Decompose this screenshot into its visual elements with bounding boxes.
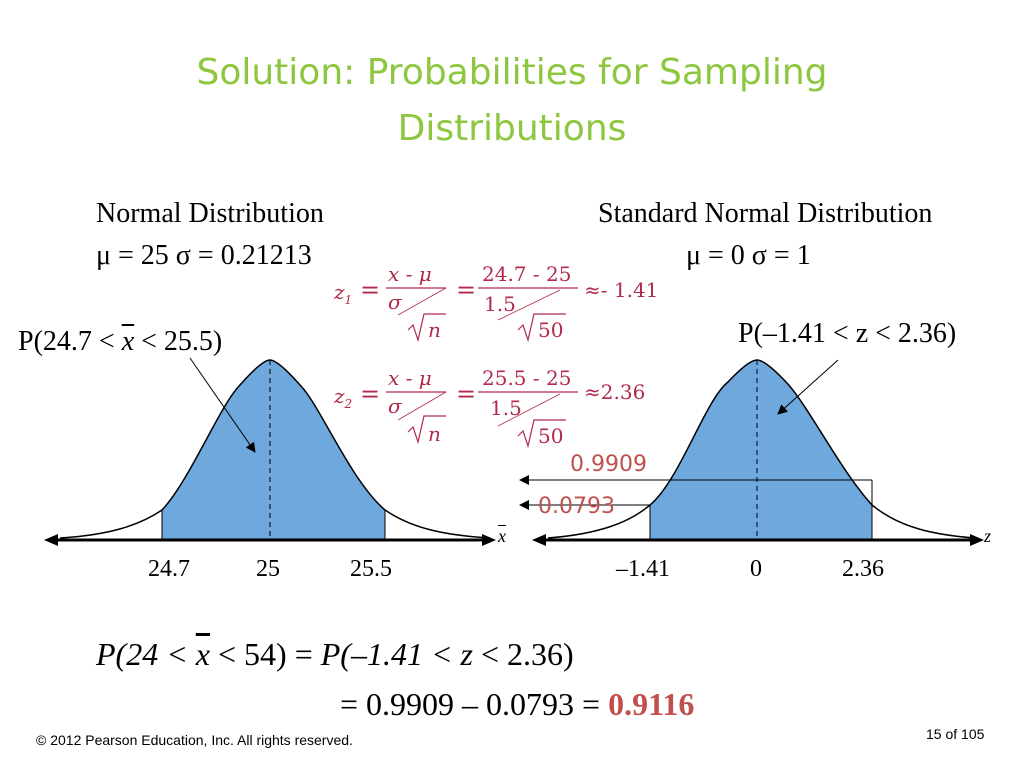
- right-tick-upper: 2.36: [842, 556, 884, 582]
- z1-sqrt-value: 50: [538, 318, 564, 342]
- right-axis-arrow-right: [970, 534, 984, 546]
- z2-num-value: 25.5 - 25: [482, 366, 572, 390]
- bottom-equation-line2: = 0.9909 – 0.0793 = 0.9116: [340, 686, 694, 723]
- slide-title-line2: Distributions: [397, 108, 627, 149]
- z2-den-value: 1.5: [490, 396, 522, 420]
- bottom-equation-line1: P(24 < x < 54) = P(–1.41 < z < 2.36): [96, 636, 574, 673]
- z2-label: z2: [334, 384, 353, 411]
- left-axis-arrow-right: [482, 534, 496, 546]
- bottom-p2: P(–1.41 <: [320, 636, 461, 672]
- z2-sqrt-value: 50: [538, 424, 564, 448]
- left-tick-lower: 24.7: [148, 556, 190, 582]
- bottom-var-x: x: [195, 636, 210, 672]
- z1-den-value: 1.5: [484, 292, 516, 316]
- final-answer: 0.9116: [608, 686, 695, 722]
- left-axis-arrow-left: [44, 534, 58, 546]
- bottom-part-d: < 2.36): [473, 636, 574, 672]
- z1-numerator: x - μ: [388, 262, 432, 286]
- left-prob-prefix: P(24.7 <: [18, 326, 122, 357]
- right-heading: Standard Normal Distribution: [598, 198, 933, 229]
- left-shaded-area: [162, 360, 385, 539]
- z2-numerator: x - μ: [388, 366, 432, 390]
- z2-sigma: σ: [388, 394, 402, 418]
- right-params: μ = 0 σ = 1: [686, 240, 811, 271]
- lower-area-value: 0.0793: [538, 494, 615, 519]
- slide-title-line1: Solution: Probabilities for Sampling: [196, 52, 828, 93]
- z1-eq2: =: [456, 276, 477, 304]
- z1-label: z1: [334, 280, 353, 307]
- right-axis-var: z: [984, 526, 992, 546]
- formula-strokes: [386, 287, 578, 449]
- z2-eq: =: [360, 380, 381, 408]
- left-tick-mean: 25: [256, 556, 280, 582]
- left-heading: Normal Distribution: [96, 198, 324, 229]
- right-pointer-arrow: [777, 359, 839, 415]
- right-axis-arrow-left: [532, 534, 546, 546]
- z1-result: ≈- 1.41: [584, 278, 659, 302]
- z1-num-value: 24.7 - 25: [482, 262, 572, 286]
- upper-area-value: 0.9909: [570, 452, 647, 477]
- right-probability-label: P(–1.41 < z < 2.36): [738, 318, 957, 349]
- z1-sqrt-n: n: [428, 318, 441, 342]
- z2-result: ≈2.36: [584, 380, 646, 404]
- bottom-part-b: < 54) =: [210, 636, 321, 672]
- left-tick-upper: 25.5: [350, 556, 392, 582]
- bottom-line2-text: = 0.9909 – 0.0793 =: [340, 686, 609, 722]
- left-prob-suffix: < 25.5): [134, 326, 223, 357]
- bottom-var-z: z: [460, 636, 473, 672]
- bottom-p1: P(24 <: [96, 636, 196, 672]
- left-probability-label: P(24.7 < x < 25.5): [18, 326, 222, 358]
- page-number: 15 of 105: [926, 726, 985, 742]
- z2-sqrt-n: n: [428, 422, 441, 446]
- z1-sigma: σ: [388, 290, 402, 314]
- z1-eq: =: [360, 276, 381, 304]
- left-params: μ = 25 σ = 0.21213: [96, 240, 312, 271]
- right-tick-mean: 0: [750, 556, 762, 582]
- left-prob-var: x: [121, 326, 135, 357]
- left-pointer-arrow: [189, 357, 256, 453]
- right-tick-lower: –1.41: [616, 556, 670, 582]
- copyright-footer: © 2012 Pearson Education, Inc. All right…: [36, 732, 353, 748]
- right-shaded-area: [650, 360, 872, 539]
- z2-eq2: =: [456, 380, 477, 408]
- left-axis-var: x: [498, 526, 506, 546]
